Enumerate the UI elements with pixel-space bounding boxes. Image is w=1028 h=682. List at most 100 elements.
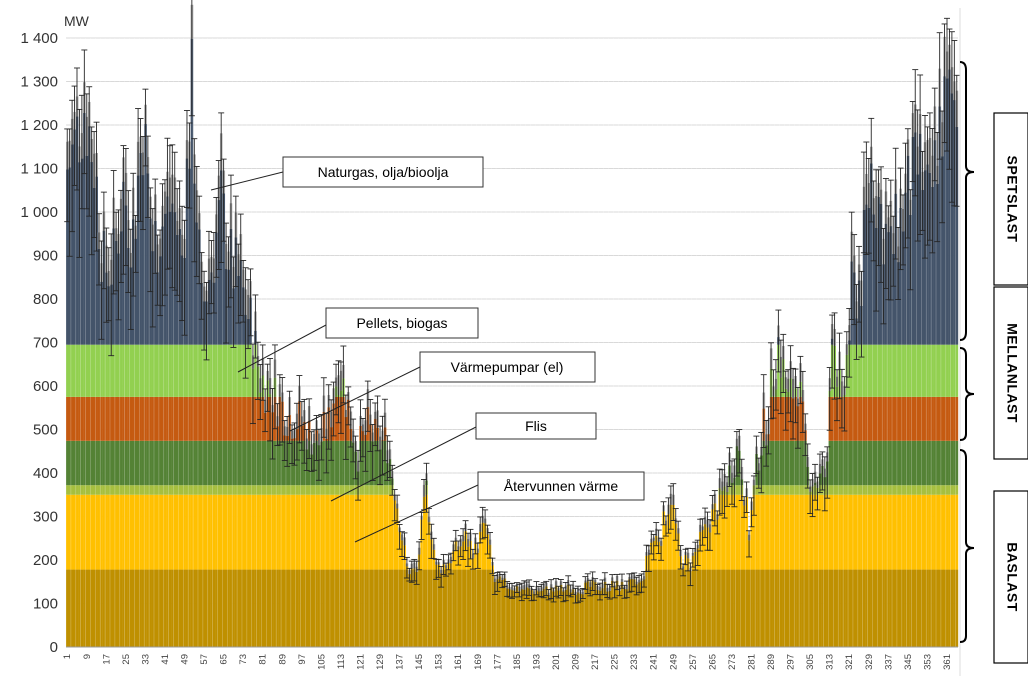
layer-segment: [867, 569, 871, 647]
layer-segment: [246, 344, 250, 397]
layer-segment: [850, 344, 854, 397]
layer-segment: [466, 569, 470, 647]
layer-segment: [232, 569, 235, 647]
layer-segment: [889, 440, 893, 486]
layer-segment: [70, 485, 74, 495]
layer-segment: [723, 494, 727, 570]
layer-segment: [168, 396, 172, 441]
layer-segment: [222, 569, 226, 647]
layer-segment: [518, 591, 521, 647]
layer-segment: [679, 569, 683, 647]
layer-segment: [623, 588, 626, 647]
layer-segment: [342, 494, 345, 570]
layer-segment: [193, 485, 196, 495]
layer-segment: [540, 590, 543, 647]
layer-segment: [97, 485, 101, 495]
layer-segment: [119, 344, 123, 397]
layer-segment: [68, 569, 72, 647]
layer-segment: [760, 494, 763, 570]
y-tick-label: 1 000: [20, 204, 58, 221]
layer-segment: [158, 494, 162, 570]
layer-segment: [195, 494, 199, 570]
layer-segment: [288, 494, 292, 570]
layer-segment: [149, 485, 152, 495]
layer-segment: [865, 485, 868, 495]
layer-segment: [131, 396, 135, 441]
layer-segment: [85, 396, 89, 441]
layer-segment: [728, 485, 731, 495]
layer-segment: [899, 396, 902, 441]
layer-segment: [391, 569, 394, 647]
layer-segment: [207, 440, 211, 486]
layer-segment: [195, 569, 199, 647]
layer-segment: [892, 569, 895, 647]
layer-segment: [794, 569, 797, 647]
layer-segment: [139, 494, 142, 570]
layer-segment: [144, 396, 147, 441]
layer-segment: [268, 494, 272, 570]
layer-segment: [848, 569, 851, 647]
layer-segment: [90, 440, 94, 486]
layer-segment: [786, 396, 790, 441]
x-tick-label: 265: [707, 654, 718, 670]
layer-segment: [124, 494, 128, 570]
layer-segment: [144, 569, 147, 647]
layer-segment: [899, 485, 902, 495]
callout-naturgas-text: Naturgas, olja/bioolja: [318, 164, 449, 180]
layer-segment: [66, 169, 69, 345]
layer-segment: [911, 494, 915, 570]
layer-segment: [603, 581, 607, 647]
layer-segment: [90, 344, 94, 397]
layer-segment: [879, 440, 883, 486]
layer-segment: [241, 569, 245, 647]
layer-segment: [755, 569, 758, 647]
layer-segment: [114, 396, 118, 441]
layer-segment: [940, 569, 944, 647]
layer-segment: [874, 440, 878, 486]
layer-segment: [786, 485, 790, 495]
layer-segment: [479, 569, 482, 647]
layer-segment: [97, 396, 101, 441]
x-tick-label: 209: [571, 654, 582, 670]
layer-segment: [806, 569, 810, 647]
layer-segment: [926, 164, 929, 345]
layer-segment: [945, 396, 949, 441]
layer-segment: [872, 494, 876, 570]
x-tick-label: 105: [316, 654, 327, 670]
layer-segment: [601, 588, 604, 647]
layer-segment: [767, 485, 771, 495]
layer-segment: [698, 569, 702, 647]
layer-segment: [337, 440, 340, 486]
layer-segment: [769, 569, 773, 647]
layer-segment: [139, 440, 142, 486]
layer-segment: [200, 344, 204, 397]
layer-segment: [386, 569, 389, 647]
layer-segment: [151, 494, 155, 570]
layer-segment: [955, 440, 959, 486]
layer-segment: [95, 569, 98, 647]
layer-segment: [950, 494, 954, 570]
layer-segment: [681, 569, 685, 647]
layer-segment: [310, 569, 314, 647]
layer-segment: [127, 440, 130, 486]
layer-segment: [149, 569, 152, 647]
layer-segment: [469, 569, 472, 647]
layer-segment: [909, 344, 912, 397]
layer-segment: [711, 569, 714, 647]
layer-segment: [901, 494, 905, 570]
layer-segment: [254, 569, 257, 647]
layer-segment: [376, 440, 380, 486]
layer-segment: [117, 494, 120, 570]
layer-segment: [307, 569, 311, 647]
layer-segment: [373, 569, 377, 647]
x-tick-label: 113: [336, 654, 347, 669]
layer-segment: [936, 344, 939, 397]
layer-segment: [764, 569, 768, 647]
layer-segment: [860, 396, 863, 441]
layer-segment: [877, 396, 880, 441]
layer-segment: [139, 569, 142, 647]
layer-segment: [828, 485, 832, 495]
layer-segment: [217, 485, 221, 495]
layer-segment: [833, 569, 837, 647]
layer-segment: [872, 569, 876, 647]
